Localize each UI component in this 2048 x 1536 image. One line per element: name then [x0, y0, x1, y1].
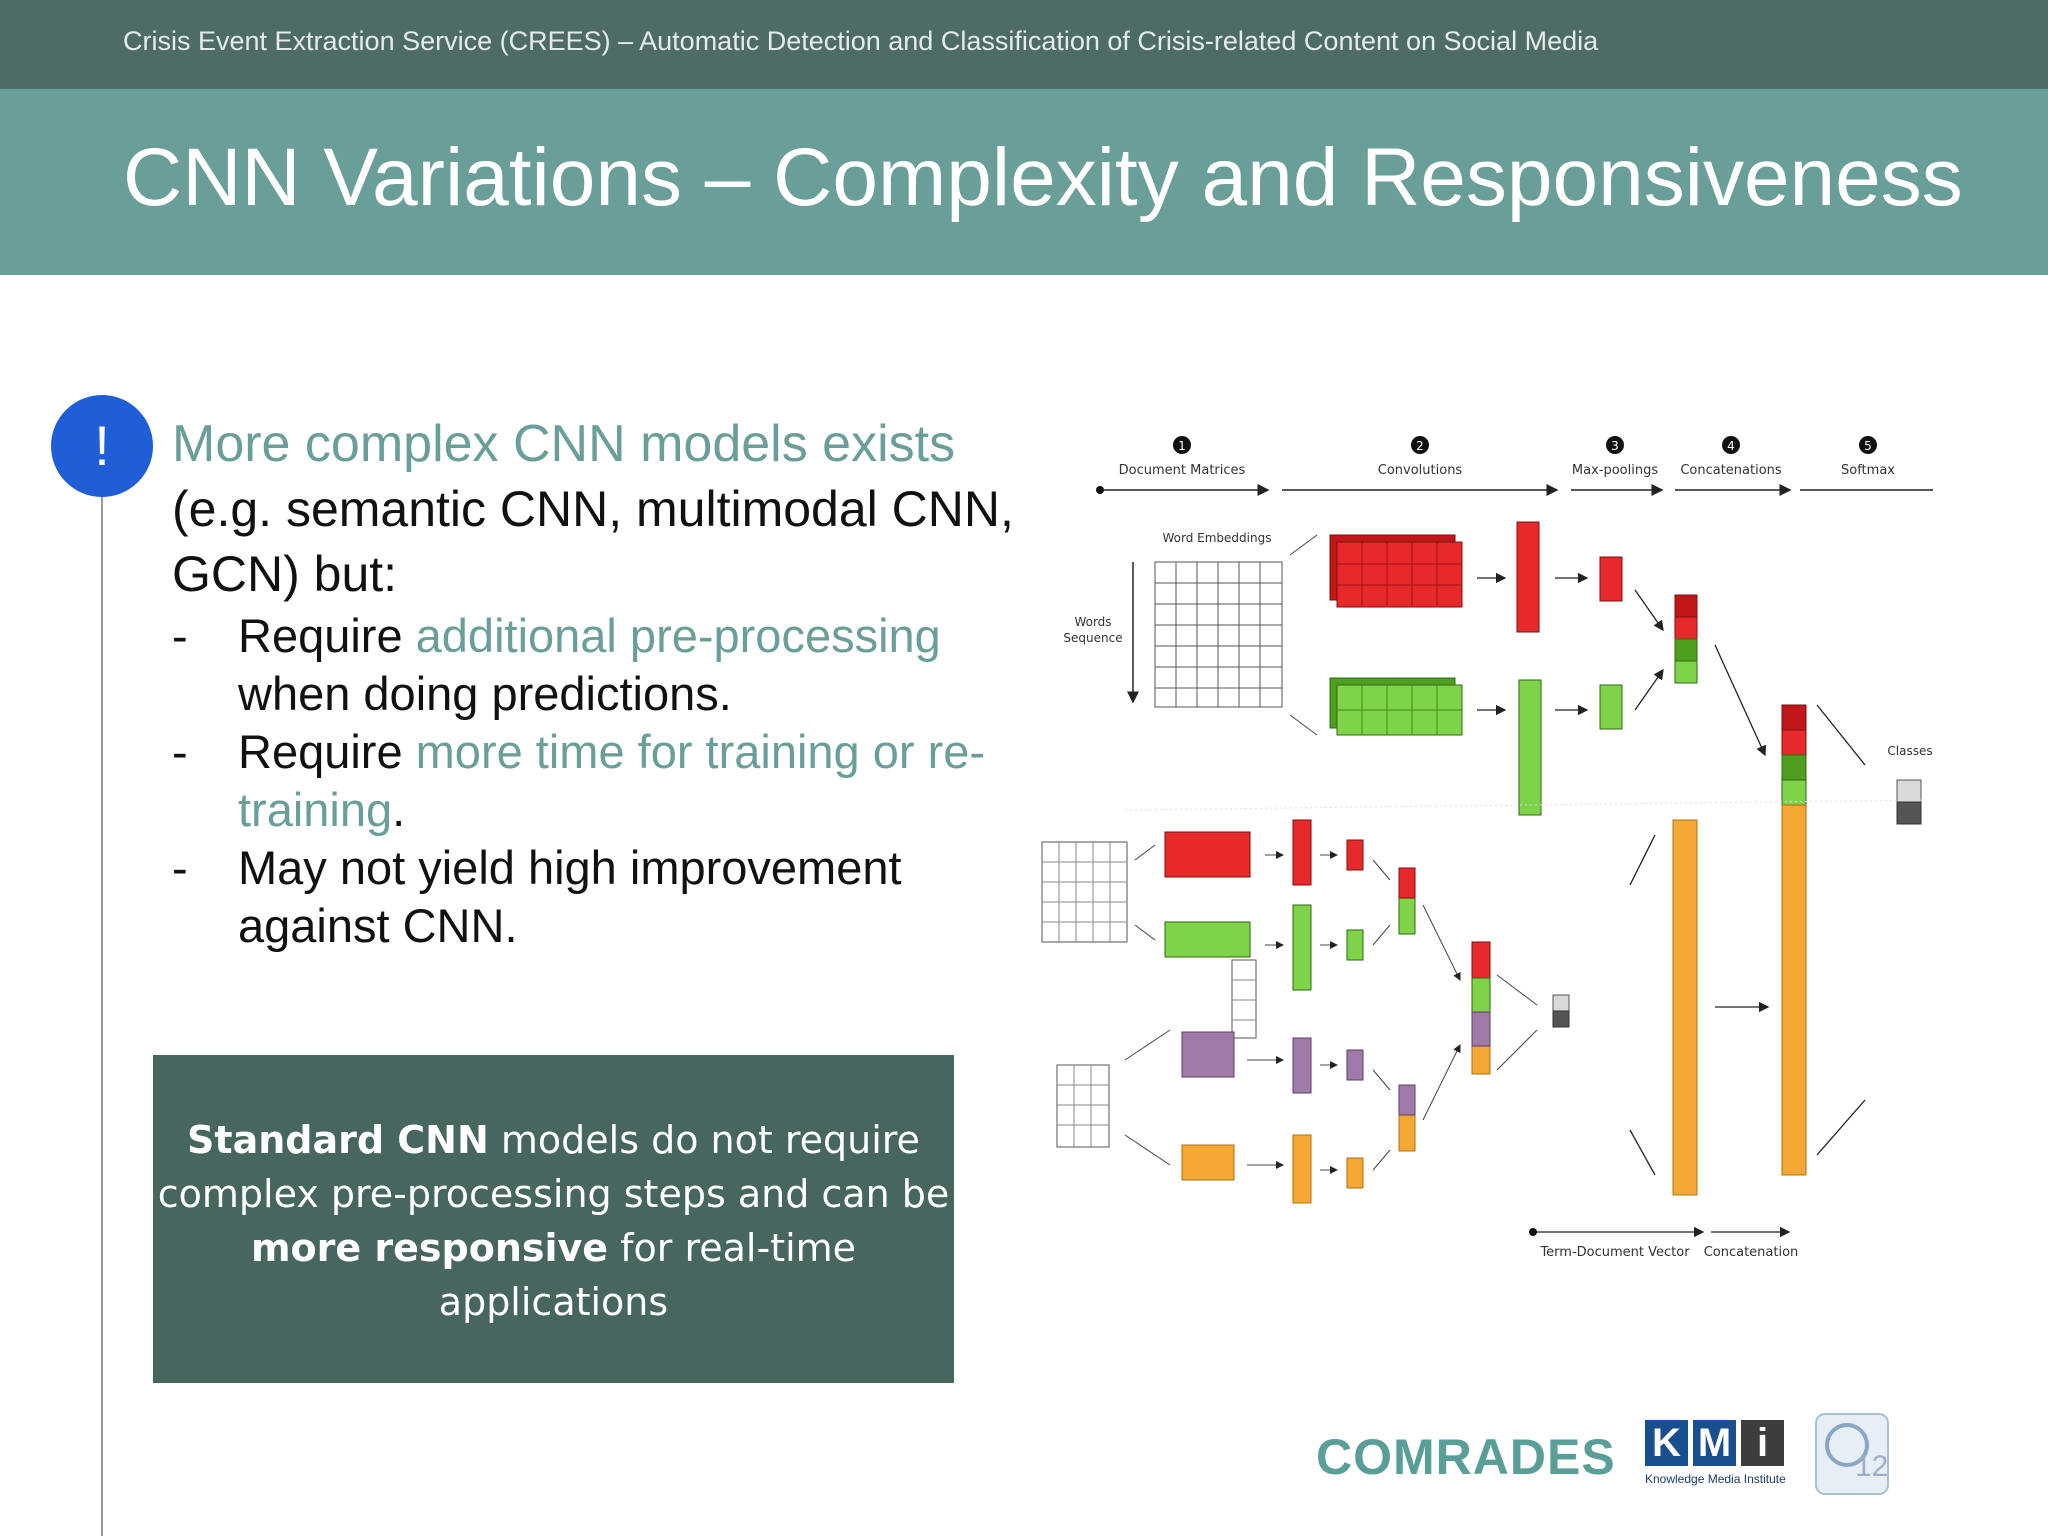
presentation-topic: Crisis Event Extraction Service (CREES) … — [123, 26, 1599, 56]
conv-green — [1329, 677, 1463, 736]
svg-text:Concatenations: Concatenations — [1680, 463, 1782, 478]
concatenation-label: Concatenation — [1704, 1245, 1799, 1260]
note-bold: Standard CNN — [187, 1118, 489, 1162]
main-text: More complex CNN models exists (e.g. sem… — [172, 412, 1032, 955]
sequence-label: Sequence — [1063, 631, 1122, 645]
header-bar: Crisis Event Extraction Service (CREES) … — [0, 0, 2048, 89]
kmi-letter: i — [1741, 1420, 1784, 1466]
page-number: 12 — [1855, 1450, 1889, 1483]
note-box: Standard CNN models do not require compl… — [153, 1055, 954, 1383]
step-4: 4 Concatenations — [1680, 436, 1782, 478]
bullet-text: Require — [238, 609, 416, 662]
comrades-logo: COMRADES — [1316, 1429, 1616, 1485]
slide-title: CNN Variations – Complexity and Responsi… — [123, 132, 1963, 223]
step-3: 3 Max-poolings — [1572, 436, 1658, 478]
svg-text:2: 2 — [1416, 439, 1424, 453]
svg-text:Convolutions: Convolutions — [1378, 463, 1463, 478]
bullet-item: - Require more time for training or re-tr… — [172, 723, 1032, 839]
bullet-item: - Require additional pre-processing when … — [172, 607, 1032, 723]
bullet-dash: - — [172, 841, 188, 894]
timeline-line — [101, 430, 103, 1536]
logo-row: COMRADES K M i Knowledge Media Institute… — [1310, 1405, 1890, 1525]
svg-text:5: 5 — [1864, 439, 1872, 453]
svg-text:Max-poolings: Max-poolings — [1572, 463, 1658, 478]
svg-text:4: 4 — [1727, 439, 1735, 453]
term-document-column — [1672, 819, 1698, 1196]
step-5: 5 Softmax — [1841, 436, 1895, 478]
kmi-letter: K — [1645, 1420, 1688, 1466]
term-document-vector-label: Term-Document Vector — [1539, 1245, 1690, 1260]
bullet-text: when doing predictions. — [238, 667, 732, 720]
bullet-dash: - — [172, 725, 188, 778]
bullet-highlight: more time for training or re-training — [238, 725, 986, 836]
bullet-text: May not yield high improvement against C… — [238, 841, 902, 952]
words-label: Words — [1074, 615, 1111, 629]
exclamation-icon: ! — [51, 395, 153, 497]
title-bar: CNN Variations – Complexity and Responsi… — [0, 89, 2048, 275]
bullet-text: . — [392, 783, 406, 836]
classes-label: Classes — [1887, 744, 1932, 758]
step-2: 2 Convolutions — [1378, 436, 1463, 478]
final-concat-column — [1781, 704, 1807, 1176]
svg-text:3: 3 — [1611, 439, 1619, 453]
kmi-subtitle: Knowledge Media Institute — [1645, 1472, 1786, 1486]
bullet-dash: - — [172, 609, 188, 662]
bullet-text: Require — [238, 725, 416, 778]
note-bold: more responsive — [250, 1226, 609, 1270]
cnn-architecture-diagram: 1 Document Matrices 2 Convolutions 3 Max-po… — [1041, 436, 1933, 1260]
lead-statement: More complex CNN models exists — [172, 415, 956, 473]
word-matrix — [1154, 561, 1283, 708]
kmi-logo: K M i Knowledge Media Institute — [1645, 1420, 1790, 1486]
multimodal-subnetwork — [1041, 799, 1926, 1204]
bullet-highlight: additional pre-processing — [415, 609, 941, 662]
note-text: for real-time applications — [438, 1226, 857, 1324]
svg-text:1: 1 — [1178, 439, 1186, 453]
svg-text:Softmax: Softmax — [1841, 463, 1895, 478]
word-embeddings-label: Word Embeddings — [1163, 531, 1272, 545]
conv-red — [1329, 534, 1463, 608]
open-university-logo — [1815, 1413, 1889, 1495]
svg-text:Document Matrices: Document Matrices — [1119, 463, 1246, 478]
note-text: models do not require complex pre-proces… — [157, 1118, 950, 1216]
lead-rest: (e.g. semantic CNN, multimodal CNN, GCN)… — [172, 481, 1014, 602]
bullet-item: - May not yield high improvement against … — [172, 839, 1032, 955]
concat-vector — [1674, 594, 1698, 684]
step-1: 1 Document Matrices — [1119, 436, 1246, 478]
kmi-letter: M — [1693, 1420, 1736, 1466]
